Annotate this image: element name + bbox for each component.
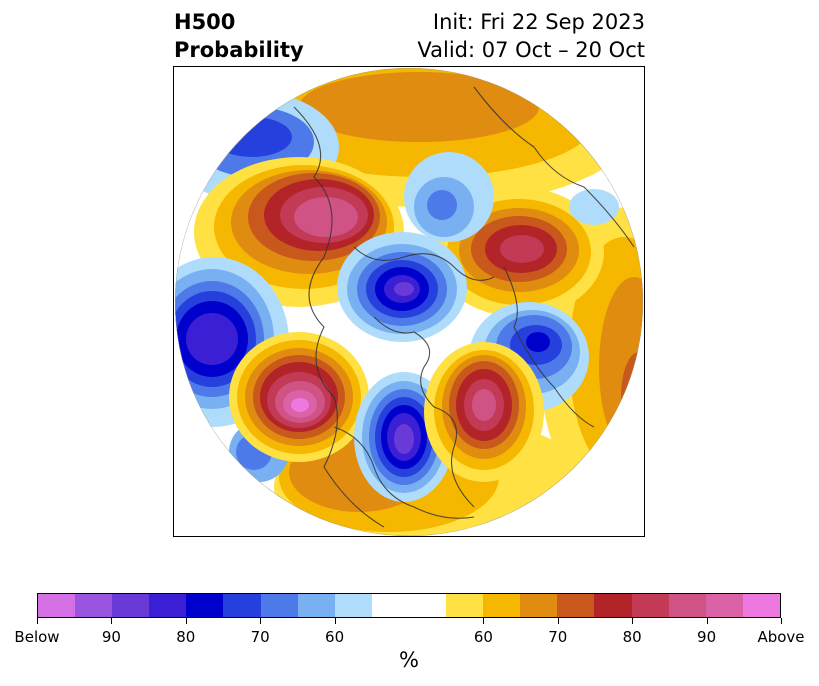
colorbar-unit: %	[399, 648, 419, 672]
colorbar-swatch	[631, 594, 669, 617]
colorbar-swatch	[668, 594, 706, 617]
colorbar-swatch	[112, 594, 150, 617]
chart-dates: Init: Fri 22 Sep 2023 Valid: 07 Oct – 20…	[417, 8, 645, 64]
colorbar-swatch	[371, 594, 409, 617]
colorbar-swatch	[483, 594, 521, 617]
colorbar-tick	[111, 618, 112, 624]
colorbar-tick-label: 80	[622, 628, 642, 646]
coastlines	[293, 86, 635, 528]
colorbar-tick-label: 60	[325, 628, 345, 646]
colorbar-tick	[558, 618, 559, 624]
colorbar-swatch	[149, 594, 187, 617]
polar-map	[173, 66, 645, 537]
init-date: Init: Fri 22 Sep 2023	[432, 10, 645, 34]
colorbar-swatch	[75, 594, 113, 617]
colorbar-tick-label: 60	[473, 628, 493, 646]
colorbar-swatch	[186, 594, 224, 617]
title-variable: H500	[174, 10, 236, 34]
colorbar-tick	[707, 618, 708, 624]
colorbar-swatch	[557, 594, 595, 617]
colorbar-tick-label: 90	[697, 628, 717, 646]
colorbar-tick	[260, 618, 261, 624]
valid-range: Valid: 07 Oct – 20 Oct	[417, 38, 645, 62]
colorbar-swatch	[742, 594, 780, 617]
colorbar-tick	[37, 618, 38, 624]
colorbar-swatch	[223, 594, 261, 617]
colorbar-swatch	[38, 594, 76, 617]
colorbar-swatch	[408, 594, 447, 617]
colorbar-tick-label: 90	[101, 628, 121, 646]
colorbar-tick	[483, 618, 484, 624]
title-quantity: Probability	[174, 38, 304, 62]
colorbar-tick-label: Below	[14, 628, 60, 646]
colorbar-tick-label: Above	[757, 628, 805, 646]
colorbar-tick-label: 80	[176, 628, 196, 646]
colorbar	[37, 593, 781, 618]
colorbar-tick	[186, 618, 187, 624]
colorbar-tick-label: 70	[548, 628, 568, 646]
colorbar-tick	[781, 618, 782, 624]
colorbar-tick	[632, 618, 633, 624]
colorbar-swatch	[705, 594, 743, 617]
chart-title: H500 Probability	[174, 8, 304, 64]
colorbar-tick-label: 70	[250, 628, 270, 646]
anomaly-field	[175, 68, 643, 536]
colorbar-swatch	[446, 594, 484, 617]
colorbar-swatch	[260, 594, 298, 617]
colorbar-swatch	[520, 594, 558, 617]
colorbar-swatch	[297, 594, 335, 617]
colorbar-swatch	[594, 594, 632, 617]
colorbar-ticks	[37, 618, 782, 626]
map-svg	[175, 68, 643, 536]
colorbar-tick	[335, 618, 336, 624]
colorbar-swatch	[334, 594, 372, 617]
